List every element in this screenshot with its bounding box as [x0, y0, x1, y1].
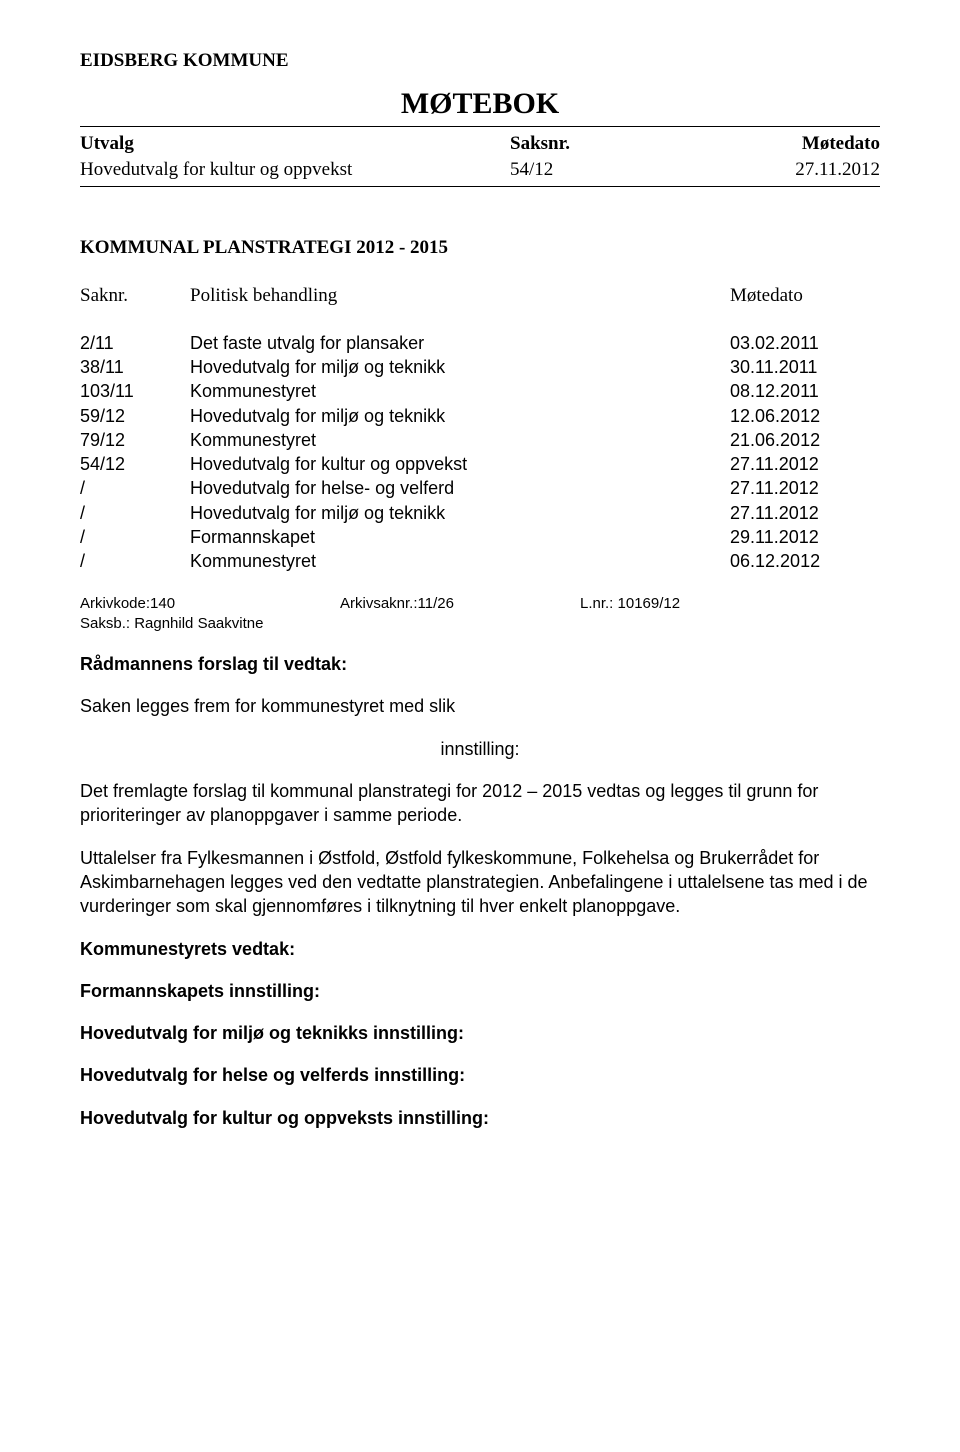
lnr: L.nr.: 10169/12 [580, 594, 880, 614]
pol-header-saknr: Saknr. [80, 283, 190, 309]
table-row: / Hovedutvalg for helse- og velferd 27.1… [80, 476, 880, 500]
proc-body: Kommunestyret [190, 379, 730, 403]
table-row: 54/12 Hovedutvalg for kultur og oppvekst… [80, 452, 880, 476]
radmann-title: Rådmannens forslag til vedtak: [80, 652, 880, 676]
table-row: / Formannskapet 29.11.2012 [80, 525, 880, 549]
table-row: / Kommunestyret 06.12.2012 [80, 549, 880, 573]
proc-body: Kommunestyret [190, 428, 730, 452]
proc-body: Hovedutvalg for helse- og velferd [190, 476, 730, 500]
proc-saknr: / [80, 501, 190, 525]
proc-date: 27.11.2012 [730, 501, 880, 525]
innstilling-label: innstilling: [80, 737, 880, 761]
proc-date: 03.02.2011 [730, 331, 880, 355]
processing-table: 2/11 Det faste utvalg for plansaker 03.0… [80, 331, 880, 574]
politisk-header: Saknr. Politisk behandling Møtedato [80, 283, 880, 309]
proc-date: 30.11.2011 [730, 355, 880, 379]
meeting-saksnr: 54/12 [510, 157, 640, 183]
proc-body: Hovedutvalg for miljø og teknikk [190, 355, 730, 379]
arkiv-line: Arkivkode:140 Arkivsaknr.:11/26 L.nr.: 1… [80, 594, 880, 614]
proc-saknr: 38/11 [80, 355, 190, 379]
heading-helse-velferd: Hovedutvalg for helse og velferds innsti… [80, 1063, 880, 1087]
proc-body: Hovedutvalg for kultur og oppvekst [190, 452, 730, 476]
table-row: / Hovedutvalg for miljø og teknikk 27.11… [80, 501, 880, 525]
proc-saknr: 59/12 [80, 404, 190, 428]
heading-kommunestyrets: Kommunestyrets vedtak: [80, 937, 880, 961]
arkivkode: Arkivkode:140 [80, 594, 340, 614]
para-3: Uttalelser fra Fylkesmannen i Østfold, Ø… [80, 846, 880, 919]
proc-saknr: 2/11 [80, 331, 190, 355]
meeting-data-row: Hovedutvalg for kultur og oppvekst 54/12… [80, 157, 880, 183]
proc-saknr: 103/11 [80, 379, 190, 403]
meeting-motedato: 27.11.2012 [640, 157, 880, 183]
table-row: 59/12 Hovedutvalg for miljø og teknikk 1… [80, 404, 880, 428]
col-saksnr-header: Saksnr. [510, 131, 640, 157]
proc-body: Formannskapet [190, 525, 730, 549]
proc-date: 06.12.2012 [730, 549, 880, 573]
meeting-header-row: Utvalg Saksnr. Møtedato [80, 131, 880, 157]
proc-body: Det faste utvalg for plansaker [190, 331, 730, 355]
heading-miljo-teknikk: Hovedutvalg for miljø og teknikks innsti… [80, 1021, 880, 1045]
arkivsaknr: Arkivsaknr.:11/26 [340, 594, 580, 614]
proc-date: 29.11.2012 [730, 525, 880, 549]
col-motedato-header: Møtedato [640, 131, 880, 157]
pol-header-behandling: Politisk behandling [190, 283, 730, 309]
pol-header-motedato: Møtedato [730, 283, 880, 309]
kommune-name: EIDSBERG KOMMUNE [80, 48, 880, 74]
proc-date: 12.06.2012 [730, 404, 880, 428]
meeting-utvalg: Hovedutvalg for kultur og oppvekst [80, 157, 510, 183]
proc-date: 27.11.2012 [730, 476, 880, 500]
plan-title: KOMMUNAL PLANSTRATEGI 2012 - 2015 [80, 235, 880, 261]
heading-kultur-oppvekst: Hovedutvalg for kultur og oppveksts inns… [80, 1106, 880, 1130]
proc-body: Hovedutvalg for miljø og teknikk [190, 404, 730, 428]
motebok-title: MØTEBOK [80, 84, 880, 125]
heading-formannskapets: Formannskapets innstilling: [80, 979, 880, 1003]
proc-date: 27.11.2012 [730, 452, 880, 476]
proc-saknr: / [80, 525, 190, 549]
proc-date: 21.06.2012 [730, 428, 880, 452]
saksb: Saksb.: Ragnhild Saakvitne [80, 614, 880, 634]
proc-saknr: 54/12 [80, 452, 190, 476]
table-row: 79/12 Kommunestyret 21.06.2012 [80, 428, 880, 452]
proc-saknr: 79/12 [80, 428, 190, 452]
table-row: 2/11 Det faste utvalg for plansaker 03.0… [80, 331, 880, 355]
proc-saknr: / [80, 476, 190, 500]
table-row: 38/11 Hovedutvalg for miljø og teknikk 3… [80, 355, 880, 379]
proc-body: Kommunestyret [190, 549, 730, 573]
para-2: Det fremlagte forslag til kommunal plans… [80, 779, 880, 828]
proc-date: 08.12.2011 [730, 379, 880, 403]
table-row: 103/11 Kommunestyret 08.12.2011 [80, 379, 880, 403]
col-utvalg-header: Utvalg [80, 131, 510, 157]
divider-top [80, 126, 880, 127]
para-1: Saken legges frem for kommunestyret med … [80, 694, 880, 718]
proc-saknr: / [80, 549, 190, 573]
proc-body: Hovedutvalg for miljø og teknikk [190, 501, 730, 525]
